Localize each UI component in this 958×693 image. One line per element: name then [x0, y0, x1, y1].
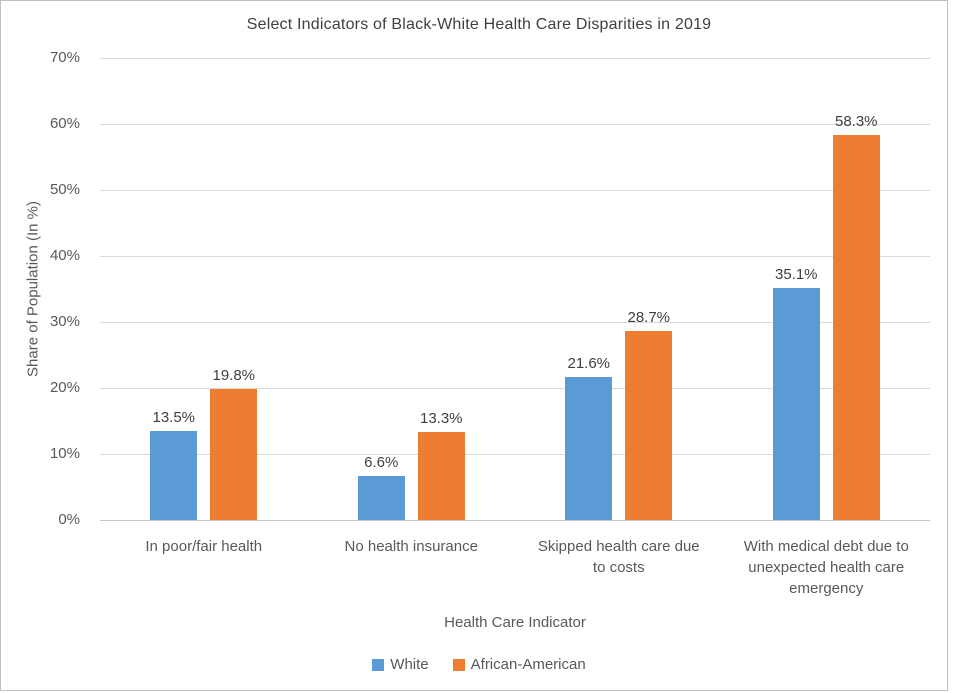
- legend: White African-American: [0, 656, 958, 673]
- legend-label-african-american: African-American: [470, 656, 586, 673]
- bar-white-3: [565, 377, 613, 520]
- bar-value-label: 28.7%: [627, 308, 671, 326]
- legend-item-white: White: [372, 656, 429, 673]
- bar-african-american-1: [210, 389, 258, 520]
- legend-label-white: White: [390, 656, 429, 673]
- y-tick-30%: 30%: [49, 313, 80, 330]
- gridline-30%: [100, 322, 930, 323]
- bar-value-label: 19.8%: [212, 367, 256, 385]
- bar-white-1: [150, 430, 198, 520]
- x-axis-title: Health Care Indicator: [444, 614, 586, 631]
- gridline-20%: [100, 388, 930, 389]
- gridline-10%: [100, 454, 930, 455]
- bar-white-4: [772, 288, 820, 520]
- bar-value-label: 13.5%: [152, 408, 196, 426]
- x-category-label-2: No health insurance: [344, 538, 478, 555]
- plot-area: 13.5% 19.8% In poor/fair health 6.6% 13.3% No…: [100, 58, 930, 597]
- legend-item-african-american: African-American: [452, 656, 586, 673]
- bar-white-2: [357, 476, 405, 520]
- x-category-label-3: Skipped health care due to costs: [537, 538, 700, 576]
- legend-swatch-african-american-icon: [452, 658, 465, 671]
- gridline-70%: [100, 58, 930, 59]
- chart-title: Select Indicators of Black-White Health …: [246, 16, 712, 33]
- y-tick-40%: 40%: [49, 247, 80, 264]
- bar-value-label: 58.3%: [834, 113, 878, 131]
- y-tick-70%: 70%: [49, 49, 80, 66]
- bar-african-american-4: [832, 135, 880, 520]
- x-category-label-1: In poor/fair health: [145, 538, 263, 555]
- gridline-60%: [100, 124, 930, 125]
- y-tick-20%: 20%: [49, 379, 80, 396]
- bar-value-label: 21.6%: [567, 355, 611, 373]
- legend-swatch-white-icon: [372, 658, 385, 671]
- bar-african-american-2: [417, 432, 465, 520]
- y-tick-60%: 60%: [49, 115, 80, 132]
- bar-value-label: 6.6%: [364, 454, 399, 472]
- bar-value-label: 35.1%: [774, 266, 818, 284]
- y-tick-50%: 50%: [49, 181, 80, 198]
- bar-value-label: 13.3%: [419, 410, 463, 428]
- y-tick-0%: 0%: [58, 511, 80, 528]
- y-axis-title: Share of Population (In %): [24, 201, 42, 377]
- y-tick-10%: 10%: [49, 445, 80, 462]
- bar-african-american-3: [625, 330, 673, 520]
- x-category-label-4: With medical debt due to unexpected heal…: [743, 538, 909, 597]
- gridline-40%: [100, 256, 930, 257]
- gridline-50%: [100, 190, 930, 191]
